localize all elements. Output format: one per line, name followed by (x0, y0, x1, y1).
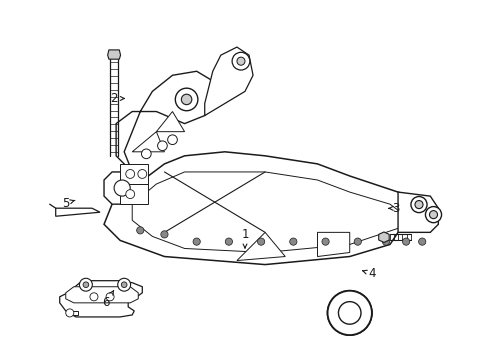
Circle shape (66, 309, 74, 317)
Polygon shape (104, 172, 140, 204)
Circle shape (90, 293, 98, 301)
Polygon shape (60, 281, 142, 317)
Circle shape (232, 52, 250, 70)
Polygon shape (318, 232, 350, 257)
Circle shape (225, 238, 233, 245)
Polygon shape (56, 208, 100, 216)
Circle shape (122, 282, 127, 288)
Circle shape (83, 282, 89, 288)
Text: 3: 3 (389, 202, 400, 215)
Circle shape (126, 190, 135, 198)
Polygon shape (66, 311, 78, 315)
Circle shape (402, 238, 410, 245)
Circle shape (328, 291, 372, 335)
Polygon shape (328, 291, 372, 335)
Circle shape (106, 293, 114, 301)
Circle shape (181, 94, 192, 105)
Circle shape (425, 207, 441, 223)
Circle shape (290, 238, 297, 245)
Polygon shape (120, 164, 148, 184)
Circle shape (418, 238, 426, 245)
Text: 2: 2 (110, 92, 124, 105)
Polygon shape (104, 152, 434, 265)
Circle shape (328, 291, 372, 335)
Text: 6: 6 (102, 291, 114, 309)
Circle shape (142, 149, 151, 159)
Circle shape (193, 238, 200, 245)
Circle shape (175, 88, 198, 111)
Polygon shape (120, 184, 148, 204)
Circle shape (354, 238, 362, 245)
Circle shape (137, 227, 144, 234)
Polygon shape (205, 47, 253, 116)
Circle shape (382, 238, 390, 245)
Circle shape (411, 197, 427, 213)
Circle shape (114, 180, 130, 196)
Circle shape (257, 238, 265, 245)
Circle shape (237, 57, 245, 65)
Circle shape (138, 170, 147, 179)
Polygon shape (156, 112, 185, 132)
Circle shape (126, 170, 135, 179)
Polygon shape (116, 71, 217, 172)
Circle shape (429, 211, 438, 219)
Text: 5: 5 (62, 197, 75, 210)
Polygon shape (108, 50, 121, 59)
Polygon shape (66, 287, 138, 303)
Polygon shape (132, 132, 165, 152)
Circle shape (415, 201, 423, 208)
Polygon shape (132, 172, 406, 252)
Circle shape (339, 302, 361, 324)
Text: 4: 4 (363, 267, 376, 280)
Circle shape (161, 231, 168, 238)
Text: 1: 1 (241, 229, 249, 248)
Polygon shape (237, 232, 285, 261)
Polygon shape (379, 232, 389, 242)
Circle shape (118, 278, 131, 291)
Circle shape (322, 238, 329, 245)
Circle shape (158, 141, 167, 150)
Polygon shape (398, 192, 439, 232)
Circle shape (79, 278, 92, 291)
Circle shape (168, 135, 177, 145)
